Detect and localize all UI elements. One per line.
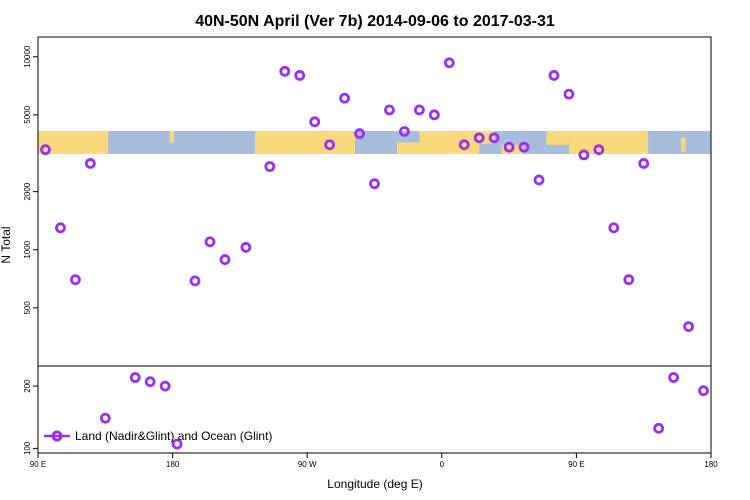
y-tick-label: 200	[23, 379, 32, 393]
y-tick-label: 1000	[23, 240, 32, 258]
y-tick-label: 500	[23, 301, 32, 315]
x-tick-label: 180	[704, 460, 718, 469]
data-point	[240, 241, 252, 253]
legend-label: Land (Nadir&Glint) and Ocean (Glint)	[75, 429, 272, 443]
data-point	[219, 254, 231, 265]
land-segment	[396, 142, 480, 154]
data-point	[458, 139, 470, 151]
y-axis: 500 1000 2000 5000 10000 100 200	[23, 45, 38, 455]
data-point	[623, 274, 635, 286]
x-tick-label: 0	[440, 460, 445, 469]
map-strip	[38, 131, 711, 154]
plot-frame	[37, 36, 712, 454]
data-point	[653, 422, 665, 434]
data-point	[99, 412, 111, 424]
data-point	[533, 174, 545, 186]
data-point	[518, 141, 530, 153]
data-point	[339, 92, 350, 104]
data-point	[171, 438, 183, 450]
data-point	[264, 161, 276, 172]
data-point	[593, 144, 605, 156]
data-point	[488, 132, 500, 144]
data-point	[55, 222, 66, 234]
y-tick-label: 100	[23, 441, 32, 455]
data-point	[84, 158, 96, 169]
data-point	[144, 376, 156, 388]
chart-title: 40N-50N April (Ver 7b) 2014-09-06 to 201…	[195, 13, 555, 30]
legend: Land (Nadir&Glint) and Ocean (Glint)	[44, 429, 272, 443]
data-point	[354, 128, 365, 139]
land-segment	[38, 131, 109, 154]
data-points	[40, 57, 709, 450]
data-point	[563, 88, 575, 100]
data-point	[428, 109, 440, 121]
data-point	[668, 372, 680, 383]
land-segment	[546, 131, 569, 145]
data-point	[189, 275, 201, 287]
data-point	[443, 57, 455, 69]
x-tick-label: 180	[166, 460, 180, 469]
data-point	[159, 380, 171, 392]
data-point	[548, 70, 560, 81]
land-segment	[169, 131, 175, 143]
data-point	[399, 126, 410, 137]
data-point	[698, 385, 709, 397]
data-point	[638, 158, 650, 169]
x-axis-label: Longitude (deg E)	[327, 477, 422, 491]
data-point	[69, 274, 81, 286]
data-point	[279, 65, 291, 77]
data-point	[40, 144, 51, 156]
legend-marker	[51, 430, 63, 442]
y-tick-label: 10000	[23, 45, 32, 68]
x-tick-label: 90 W	[298, 460, 317, 469]
data-point	[608, 222, 620, 234]
data-point	[204, 236, 216, 248]
ocean-band	[38, 131, 711, 154]
land-segment	[568, 131, 649, 154]
x-axis: 90 E 180 90 W 0 90 E 180	[30, 453, 718, 469]
x-tick-label: 90 E	[568, 460, 584, 469]
data-point	[129, 372, 141, 383]
y-tick-label: 2000	[23, 182, 32, 200]
data-point	[324, 139, 336, 151]
data-point	[294, 70, 306, 81]
data-point	[578, 149, 590, 161]
data-point	[503, 141, 515, 153]
land-segment	[254, 131, 356, 154]
y-tick-label: 5000	[23, 105, 32, 123]
data-point	[369, 178, 380, 190]
data-point	[413, 104, 425, 116]
land-segment	[681, 137, 686, 152]
data-point	[473, 132, 485, 144]
data-point	[384, 104, 395, 116]
x-tick-label: 90 E	[30, 460, 46, 469]
y-axis-label: N Total	[0, 226, 13, 263]
data-point	[683, 321, 694, 332]
data-point	[309, 116, 321, 128]
